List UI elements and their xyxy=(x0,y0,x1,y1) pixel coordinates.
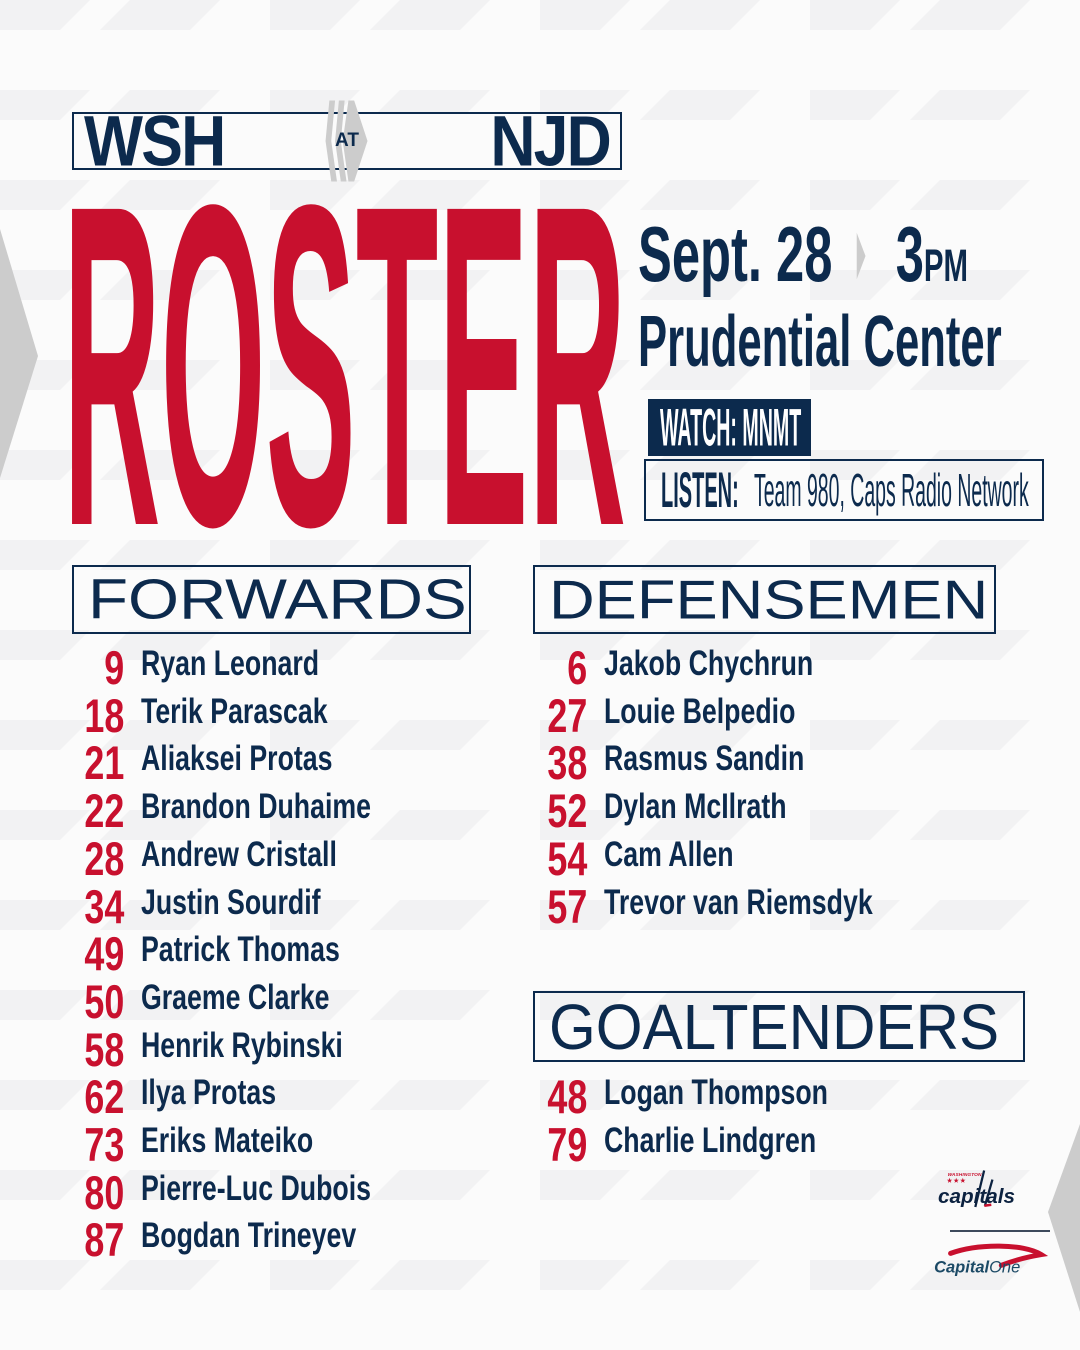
svg-text:CapitalOne: CapitalOne xyxy=(934,1259,1020,1277)
svg-text:★★★: ★★★ xyxy=(947,1178,967,1185)
svg-text:WASHINGTON: WASHINGTON xyxy=(948,1172,982,1178)
